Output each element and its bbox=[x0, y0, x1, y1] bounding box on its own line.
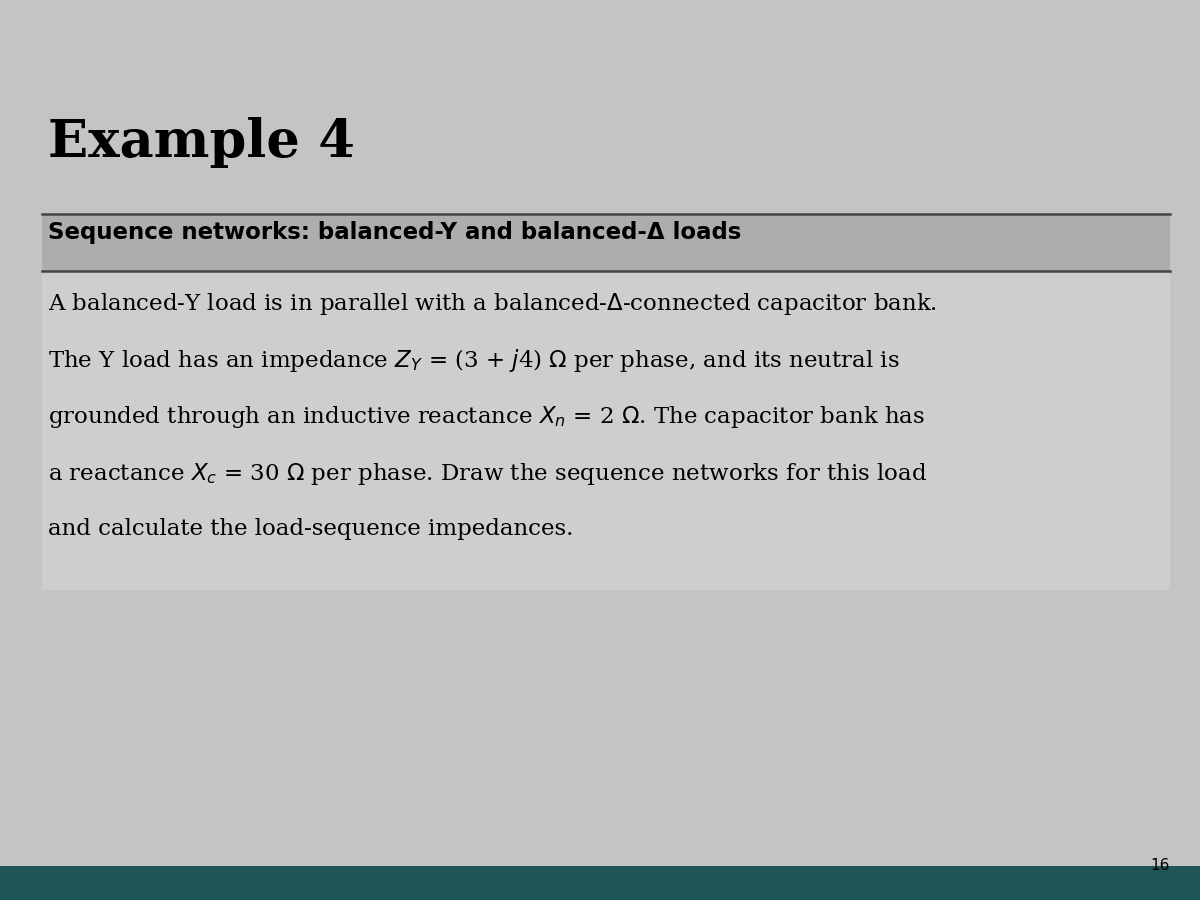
FancyBboxPatch shape bbox=[0, 866, 1200, 900]
Text: and calculate the load-sequence impedances.: and calculate the load-sequence impedanc… bbox=[48, 518, 574, 539]
FancyBboxPatch shape bbox=[42, 214, 1170, 271]
Text: Example 4: Example 4 bbox=[48, 117, 355, 168]
Text: a reactance $X_c$ = 30 $\Omega$ per phase. Draw the sequence networks for this l: a reactance $X_c$ = 30 $\Omega$ per phas… bbox=[48, 461, 928, 487]
Text: grounded through an inductive reactance $X_n$ = 2 $\Omega$. The capacitor bank h: grounded through an inductive reactance … bbox=[48, 404, 925, 430]
FancyBboxPatch shape bbox=[42, 271, 1170, 590]
Text: A balanced-Y load is in parallel with a balanced-$\Delta$-connected capacitor ba: A balanced-Y load is in parallel with a … bbox=[48, 291, 937, 317]
Text: Sequence networks: balanced-Y and balanced-Δ loads: Sequence networks: balanced-Y and balanc… bbox=[48, 221, 742, 245]
Text: The Y load has an impedance $Z_Y$ = (3 + $j$4) $\Omega$ per phase, and its neutr: The Y load has an impedance $Z_Y$ = (3 +… bbox=[48, 347, 900, 374]
Text: 16: 16 bbox=[1151, 858, 1170, 873]
